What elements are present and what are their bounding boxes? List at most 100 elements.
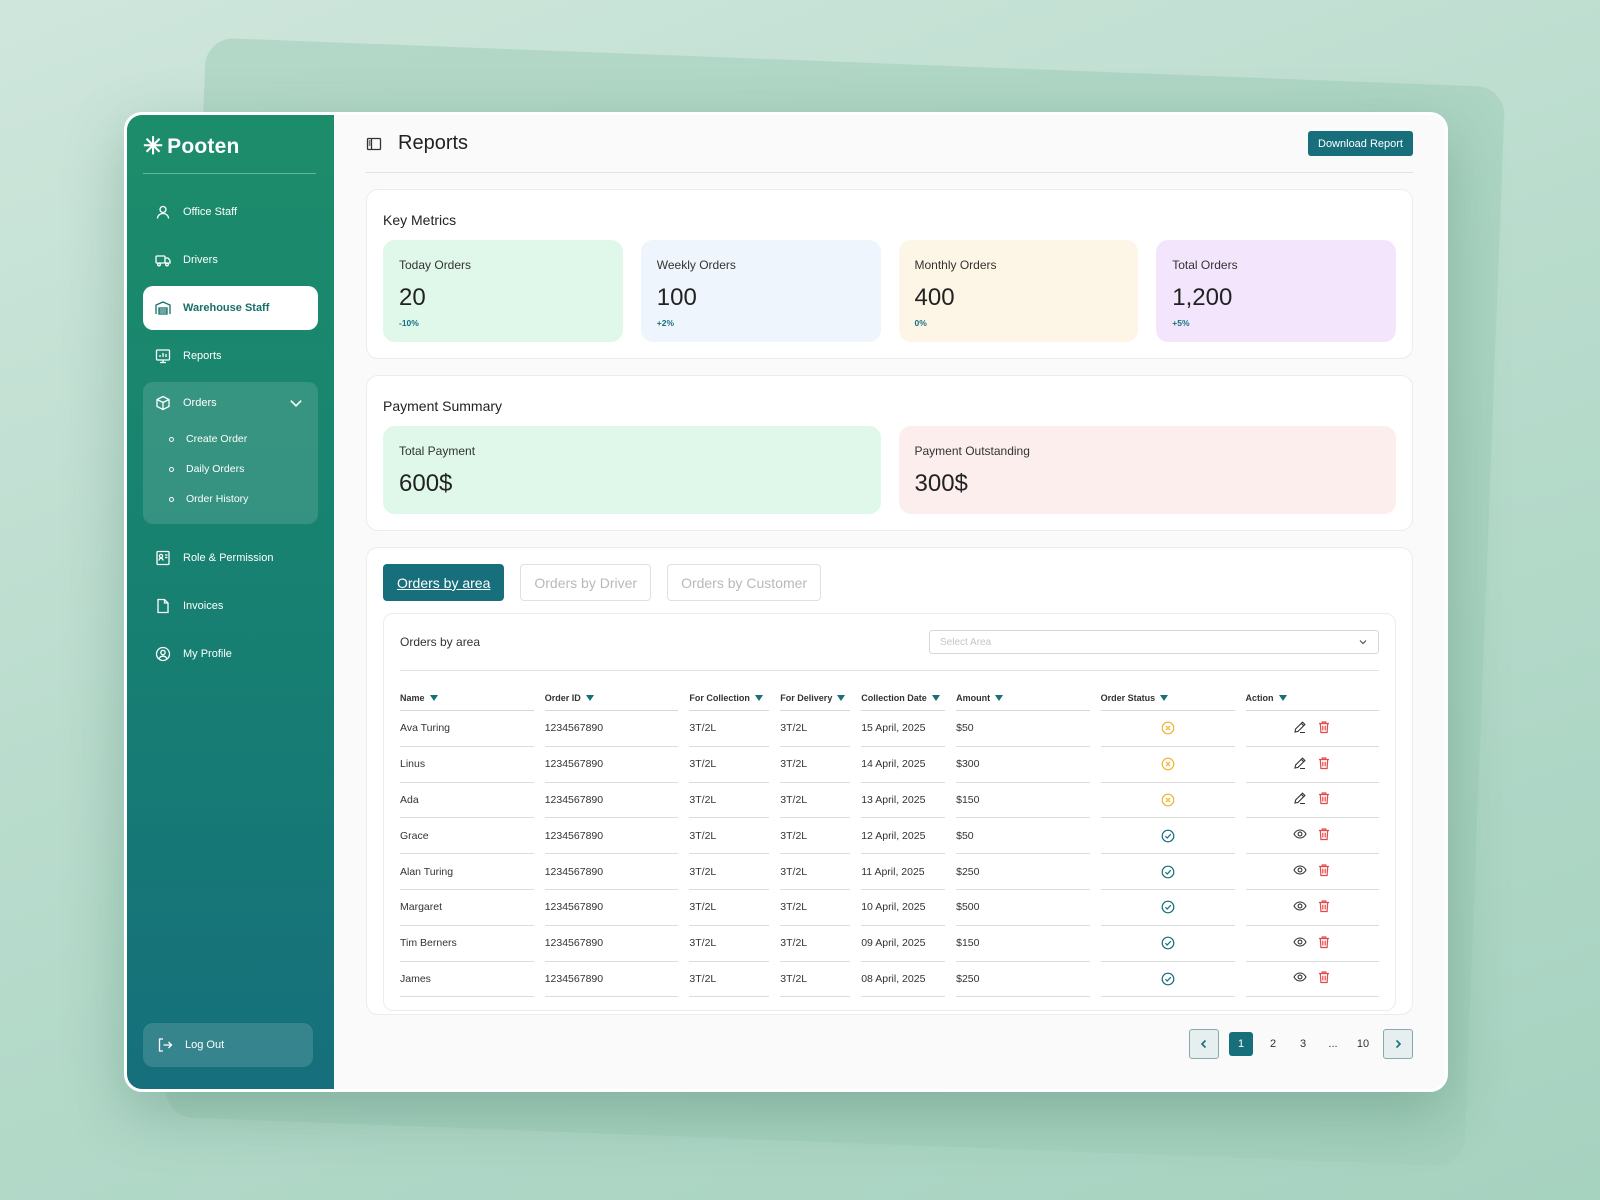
- sidebar-item-label: Role & Permission: [183, 552, 274, 564]
- cell-action: [1245, 818, 1379, 855]
- cell-order-status: [1100, 783, 1235, 819]
- sidebar-nav: Office Staff Drivers Warehouse Staff Rep…: [127, 190, 334, 676]
- sidebar-subitem-create-order[interactable]: Create Order: [143, 424, 318, 454]
- sidebar-subitem-daily-orders[interactable]: Daily Orders: [143, 454, 318, 484]
- sidebar-subitem-label: Daily Orders: [186, 463, 245, 475]
- cell-for-collection: 3T/2L: [689, 962, 770, 998]
- bullet-icon: [169, 496, 174, 502]
- tab-orders-by-area[interactable]: Orders by area: [383, 564, 505, 601]
- view-eye-icon[interactable]: [1293, 863, 1307, 877]
- view-eye-icon[interactable]: [1293, 970, 1307, 984]
- edit-pencil-icon[interactable]: [1293, 756, 1307, 770]
- next-page-button[interactable]: [1383, 1029, 1413, 1059]
- sidebar-item-my-profile[interactable]: My Profile: [143, 632, 318, 676]
- cell-action: [1245, 747, 1379, 783]
- sidebar-item-warehouse-staff[interactable]: Warehouse Staff: [143, 286, 318, 330]
- cell-collection-date: 11 April, 2025: [861, 854, 946, 890]
- sidebar-item-drivers[interactable]: Drivers: [143, 238, 318, 282]
- view-eye-icon[interactable]: [1293, 935, 1307, 949]
- completed-status-icon: [1161, 900, 1174, 914]
- metric-value: 1,200: [1172, 284, 1233, 311]
- download-report-button[interactable]: Download Report: [1308, 131, 1413, 156]
- delete-trash-icon[interactable]: [1317, 720, 1331, 734]
- row-actions: [1293, 899, 1331, 913]
- view-eye-icon[interactable]: [1293, 827, 1307, 841]
- tab-orders-by-driver[interactable]: Orders by Driver: [520, 564, 652, 601]
- cell-amount: $250: [956, 962, 1090, 998]
- cell-order-status: [1100, 890, 1235, 926]
- cell-amount: $150: [956, 783, 1090, 819]
- sidebar-toggle-icon[interactable]: [366, 136, 382, 152]
- metric-total-payment: Total Payment 600$: [383, 426, 881, 514]
- column-header-name[interactable]: Name: [400, 685, 534, 711]
- cell-collection-date: 13 April, 2025: [861, 783, 946, 819]
- column-header-collection-date[interactable]: Collection Date: [861, 685, 946, 711]
- cell-order-status: [1100, 711, 1235, 747]
- page-button-3[interactable]: 3: [1299, 1038, 1307, 1050]
- metric-value: 400: [914, 284, 955, 311]
- metric-label: Total Payment: [399, 444, 476, 458]
- row-actions: [1293, 935, 1331, 949]
- pagination: 1 2 3 ... 10: [1189, 1029, 1413, 1059]
- sidebar-item-reports[interactable]: Reports: [143, 334, 318, 378]
- sidebar-item-orders[interactable]: Orders: [143, 382, 318, 424]
- delete-trash-icon[interactable]: [1317, 827, 1331, 841]
- cell-name: Ada: [400, 783, 534, 819]
- sidebar-subitem-order-history[interactable]: Order History: [143, 484, 318, 514]
- sidebar-item-office-staff[interactable]: Office Staff: [143, 190, 318, 234]
- page-button-10[interactable]: 10: [1356, 1038, 1370, 1050]
- cell-name: Alan Turing: [400, 854, 534, 890]
- table-row: Ada 1234567890 3T/2L 3T/2L 13 April, 2025 $15…: [400, 783, 1379, 819]
- column-header-for-collection[interactable]: For Collection: [689, 685, 770, 711]
- sidebar-group-orders: Orders Create Order Daily Orders Order H…: [143, 382, 318, 524]
- select-area-placeholder: Select Area: [940, 636, 992, 648]
- page-button-2[interactable]: 2: [1269, 1038, 1277, 1050]
- sidebar-item-role-permission[interactable]: Role & Permission: [143, 536, 318, 580]
- cell-name: Margaret: [400, 890, 534, 926]
- column-header-for-delivery[interactable]: For Delivery: [780, 685, 851, 711]
- metric-label: Weekly Orders: [656, 258, 736, 272]
- prev-page-button[interactable]: [1189, 1029, 1219, 1059]
- cell-name: Ava Turing: [400, 711, 534, 747]
- sidebar-item-label: Orders: [183, 397, 217, 409]
- column-header-action[interactable]: Action: [1245, 685, 1379, 711]
- cell-for-delivery: 3T/2L: [780, 711, 851, 747]
- metric-payment-outstanding: Payment Outstanding 300$: [898, 426, 1396, 514]
- metric-delta: +5%: [1172, 318, 1190, 328]
- chevron-down-icon[interactable]: [288, 395, 304, 411]
- metric-weekly-orders: Weekly Orders 100 +2%: [640, 240, 881, 342]
- warehouse-icon: [155, 301, 171, 315]
- cell-collection-date: 10 April, 2025: [861, 890, 946, 926]
- cell-for-delivery: 3T/2L: [780, 854, 851, 890]
- delete-trash-icon[interactable]: [1317, 756, 1331, 770]
- column-header-order-status[interactable]: Order Status: [1100, 685, 1235, 711]
- sidebar-item-invoices[interactable]: Invoices: [143, 584, 318, 628]
- column-header-order-id[interactable]: Order ID: [544, 685, 679, 711]
- view-eye-icon[interactable]: [1293, 899, 1307, 913]
- cell-collection-date: 15 April, 2025: [861, 711, 946, 747]
- metric-total-orders: Total Orders 1,200 +5%: [1156, 240, 1396, 342]
- edit-pencil-icon[interactable]: [1293, 720, 1307, 734]
- table-row: James 1234567890 3T/2L 3T/2L 08 April, 2025 $…: [400, 962, 1379, 998]
- edit-pencil-icon[interactable]: [1293, 791, 1307, 805]
- delete-trash-icon[interactable]: [1317, 791, 1331, 805]
- cell-action: [1245, 926, 1379, 962]
- orders-table-header: Orders by area Select Area: [400, 630, 1379, 671]
- delete-trash-icon[interactable]: [1317, 899, 1331, 913]
- status-badge: [1161, 936, 1175, 950]
- delete-trash-icon[interactable]: [1317, 935, 1331, 949]
- select-area-dropdown[interactable]: Select Area: [929, 630, 1379, 654]
- delete-trash-icon[interactable]: [1317, 863, 1331, 877]
- sidebar-subitem-label: Create Order: [186, 433, 248, 445]
- logout-button[interactable]: Log Out: [143, 1023, 313, 1067]
- delete-trash-icon[interactable]: [1317, 970, 1331, 984]
- column-header-amount[interactable]: Amount: [956, 685, 1090, 711]
- cell-for-delivery: 3T/2L: [780, 747, 851, 783]
- cell-for-delivery: 3T/2L: [780, 818, 851, 855]
- table-row: Ava Turing 1234567890 3T/2L 3T/2L 15 April, …: [400, 711, 1379, 747]
- key-metrics-title: Key Metrics: [383, 212, 457, 228]
- cancelled-status-icon: [1161, 793, 1174, 807]
- cell-for-delivery: 3T/2L: [780, 926, 851, 962]
- page-button-1[interactable]: 1: [1229, 1032, 1253, 1056]
- tab-orders-by-customer[interactable]: Orders by Customer: [667, 564, 822, 601]
